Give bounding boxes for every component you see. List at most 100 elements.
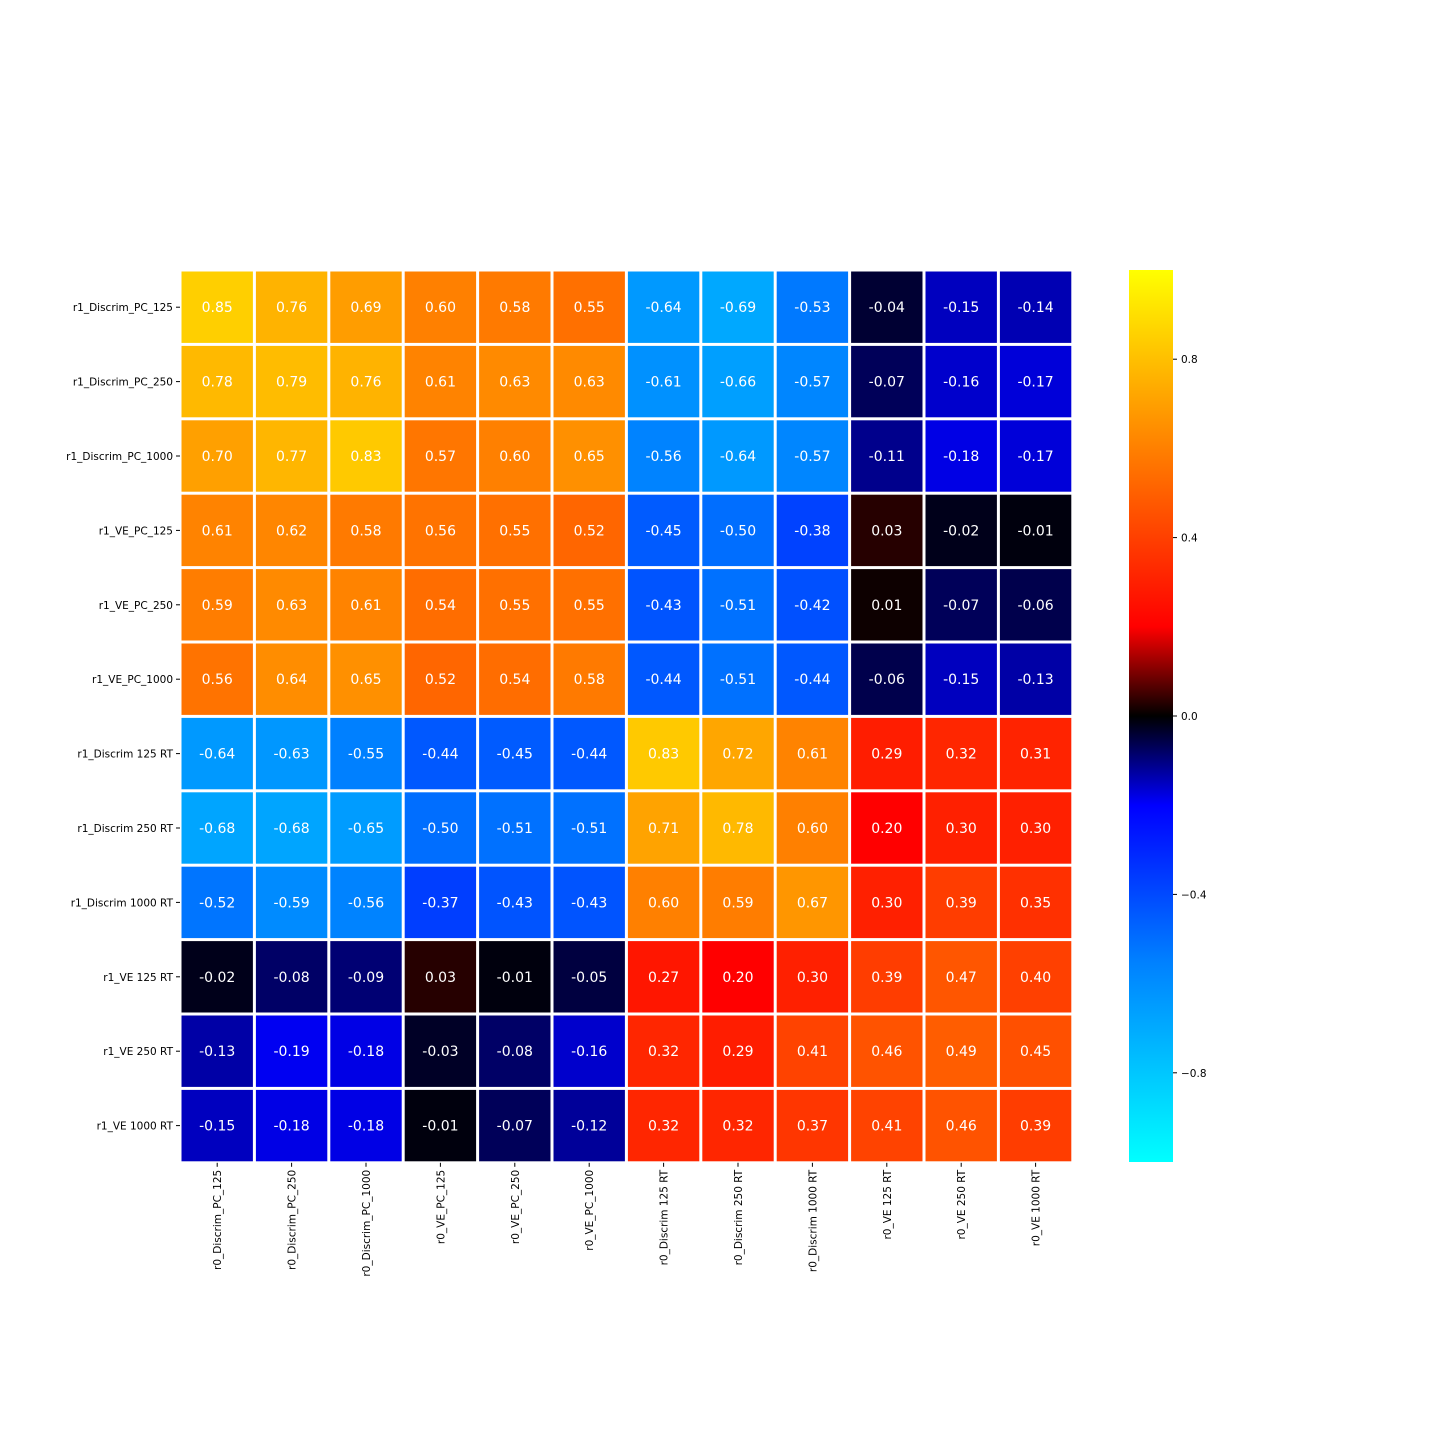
cell-value-6-6: 0.83: [648, 747, 679, 763]
cell-value-8-8: 0.67: [797, 895, 828, 911]
cell-value-8-9: 0.30: [871, 895, 902, 911]
cell-value-10-5: -0.16: [571, 1044, 607, 1060]
col-label-8: r0_Discrim 1000 RT: [807, 1169, 819, 1272]
cell-value-3-2: 0.58: [350, 523, 381, 539]
cell-value-10-8: 0.41: [797, 1044, 828, 1060]
cell-value-5-6: -0.44: [645, 672, 681, 688]
cell-value-5-8: -0.44: [794, 672, 830, 688]
col-label-5: r0_VE_PC_1000: [584, 1170, 596, 1251]
cell-value-0-9: -0.04: [869, 300, 905, 316]
colorbar-tick-label-3: −0.4: [1181, 889, 1207, 901]
col-label-10: r0_VE 250 RT: [956, 1169, 968, 1239]
col-label-6: r0_Discrim 125 RT: [659, 1169, 671, 1265]
cell-value-1-4: 0.63: [499, 375, 530, 391]
cell-value-6-7: 0.72: [722, 747, 753, 763]
cell-value-6-8: 0.61: [797, 747, 828, 763]
row-label-1: r1_Discrim_PC_250: [73, 377, 173, 389]
cell-value-0-8: -0.53: [794, 300, 830, 316]
cell-value-0-0: 0.85: [202, 300, 233, 316]
cell-value-6-9: 0.29: [871, 747, 902, 763]
row-label-8: r1_Discrim 1000 RT: [71, 897, 174, 909]
cell-value-11-7: 0.32: [722, 1119, 753, 1135]
cell-value-0-5: 0.55: [574, 300, 605, 316]
cell-value-7-5: -0.51: [571, 821, 607, 837]
cell-value-0-6: -0.64: [645, 300, 681, 316]
cell-value-5-10: -0.15: [943, 672, 979, 688]
col-label-7: r0_Discrim 250 RT: [733, 1169, 745, 1265]
cell-value-9-6: 0.27: [648, 970, 679, 986]
cell-value-7-6: 0.71: [648, 821, 679, 837]
cell-value-1-5: 0.63: [574, 375, 605, 391]
cell-value-9-9: 0.39: [871, 970, 902, 986]
row-label-0: r1_Discrim_PC_125: [73, 302, 173, 314]
cell-value-5-1: 0.64: [276, 672, 307, 688]
cell-value-11-5: -0.12: [571, 1119, 607, 1135]
cell-value-0-11: -0.14: [1017, 300, 1053, 316]
cell-value-6-4: -0.45: [497, 747, 533, 763]
cell-value-4-2: 0.61: [350, 598, 381, 614]
cell-value-10-9: 0.46: [871, 1044, 902, 1060]
cell-value-10-10: 0.49: [946, 1044, 977, 1060]
cell-value-11-10: 0.46: [946, 1119, 977, 1135]
cell-value-8-0: -0.52: [199, 895, 235, 911]
cell-value-0-7: -0.69: [720, 300, 756, 316]
cell-value-6-10: 0.32: [946, 747, 977, 763]
cell-value-7-4: -0.51: [497, 821, 533, 837]
cell-value-11-1: -0.18: [273, 1119, 309, 1135]
cell-value-4-5: 0.55: [574, 598, 605, 614]
cell-value-3-3: 0.56: [425, 523, 456, 539]
colorbar-tick-label-0: 0.8: [1181, 354, 1198, 366]
row-label-4: r1_VE_PC_250: [99, 600, 173, 612]
cell-value-10-2: -0.18: [348, 1044, 384, 1060]
cell-value-2-1: 0.77: [276, 449, 307, 465]
cell-value-3-0: 0.61: [202, 523, 233, 539]
col-label-0: r0_Discrim_PC_125: [212, 1170, 224, 1270]
row-label-10: r1_VE 250 RT: [103, 1046, 173, 1058]
row-label-6: r1_Discrim 125 RT: [77, 749, 173, 761]
cell-value-4-1: 0.63: [276, 598, 307, 614]
cell-value-8-7: 0.59: [722, 895, 753, 911]
cell-value-2-4: 0.60: [499, 449, 530, 465]
cell-value-11-2: -0.18: [348, 1119, 384, 1135]
cell-value-4-6: -0.43: [645, 598, 681, 614]
cell-value-3-8: -0.38: [794, 523, 830, 539]
colorbar-tick-label-4: −0.8: [1181, 1068, 1207, 1080]
cell-value-6-11: 0.31: [1020, 747, 1051, 763]
cell-value-7-8: 0.60: [797, 821, 828, 837]
cell-value-0-3: 0.60: [425, 300, 456, 316]
cell-value-7-0: -0.68: [199, 821, 235, 837]
cell-value-5-11: -0.13: [1017, 672, 1053, 688]
cell-value-1-8: -0.57: [794, 375, 830, 391]
cell-value-3-10: -0.02: [943, 523, 979, 539]
cell-value-6-2: -0.55: [348, 747, 384, 763]
cell-value-9-7: 0.20: [722, 970, 753, 986]
cell-value-3-7: -0.50: [720, 523, 756, 539]
cell-value-2-7: -0.64: [720, 449, 756, 465]
cell-value-4-3: 0.54: [425, 598, 456, 614]
cell-value-11-3: -0.01: [422, 1119, 458, 1135]
cell-value-3-1: 0.62: [276, 523, 307, 539]
row-label-9: r1_VE 125 RT: [103, 972, 173, 984]
cell-value-5-3: 0.52: [425, 672, 456, 688]
cell-value-1-11: -0.17: [1017, 375, 1053, 391]
cell-value-7-7: 0.78: [722, 821, 753, 837]
cell-value-7-3: -0.50: [422, 821, 458, 837]
cell-value-4-10: -0.07: [943, 598, 979, 614]
cell-value-2-10: -0.18: [943, 449, 979, 465]
cell-value-8-11: 0.35: [1020, 895, 1051, 911]
cell-value-9-3: 0.03: [425, 970, 456, 986]
cell-value-4-7: -0.51: [720, 598, 756, 614]
cell-value-5-4: 0.54: [499, 672, 530, 688]
cell-value-9-11: 0.40: [1020, 970, 1051, 986]
col-label-11: r0_VE 1000 RT: [1031, 1169, 1043, 1246]
cell-value-9-5: -0.05: [571, 970, 607, 986]
cell-value-3-9: 0.03: [871, 523, 902, 539]
cell-value-10-7: 0.29: [722, 1044, 753, 1060]
cell-value-8-10: 0.39: [946, 895, 977, 911]
cell-value-2-3: 0.57: [425, 449, 456, 465]
cell-value-1-7: -0.66: [720, 375, 756, 391]
cell-value-3-5: 0.52: [574, 523, 605, 539]
cell-value-4-0: 0.59: [202, 598, 233, 614]
row-label-11: r1_VE 1000 RT: [97, 1121, 174, 1133]
